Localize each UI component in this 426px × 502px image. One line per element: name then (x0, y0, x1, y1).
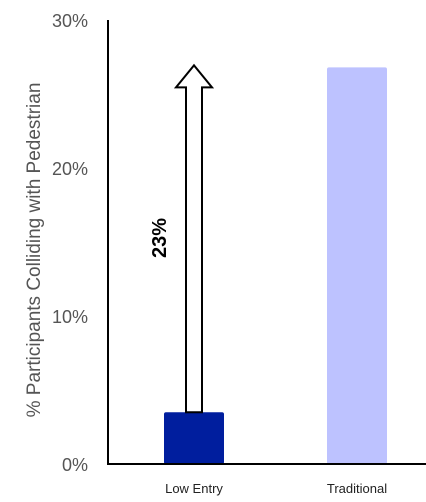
y-axis-label: % Participants Colliding with Pedestrian (24, 83, 45, 418)
x-tick-label: Traditional (327, 481, 387, 496)
bars (164, 67, 387, 465)
y-tick-label: 20% (52, 159, 88, 179)
y-tick-label: 10% (52, 307, 88, 327)
increase-arrow (173, 63, 215, 414)
arrow-annotation: 23% (149, 63, 215, 414)
x-tick-label: Low Entry (165, 481, 223, 496)
bar-traditional (327, 67, 387, 465)
y-tick-label: 30% (52, 11, 88, 31)
x-axis-labels: Low Entry Traditional (165, 481, 387, 496)
y-tick-label: 0% (62, 455, 88, 475)
arrow-label: 23% (149, 218, 171, 258)
y-axis-ticks: 0% 10% 20% 30% (52, 11, 88, 475)
bar-low-entry (164, 412, 224, 464)
